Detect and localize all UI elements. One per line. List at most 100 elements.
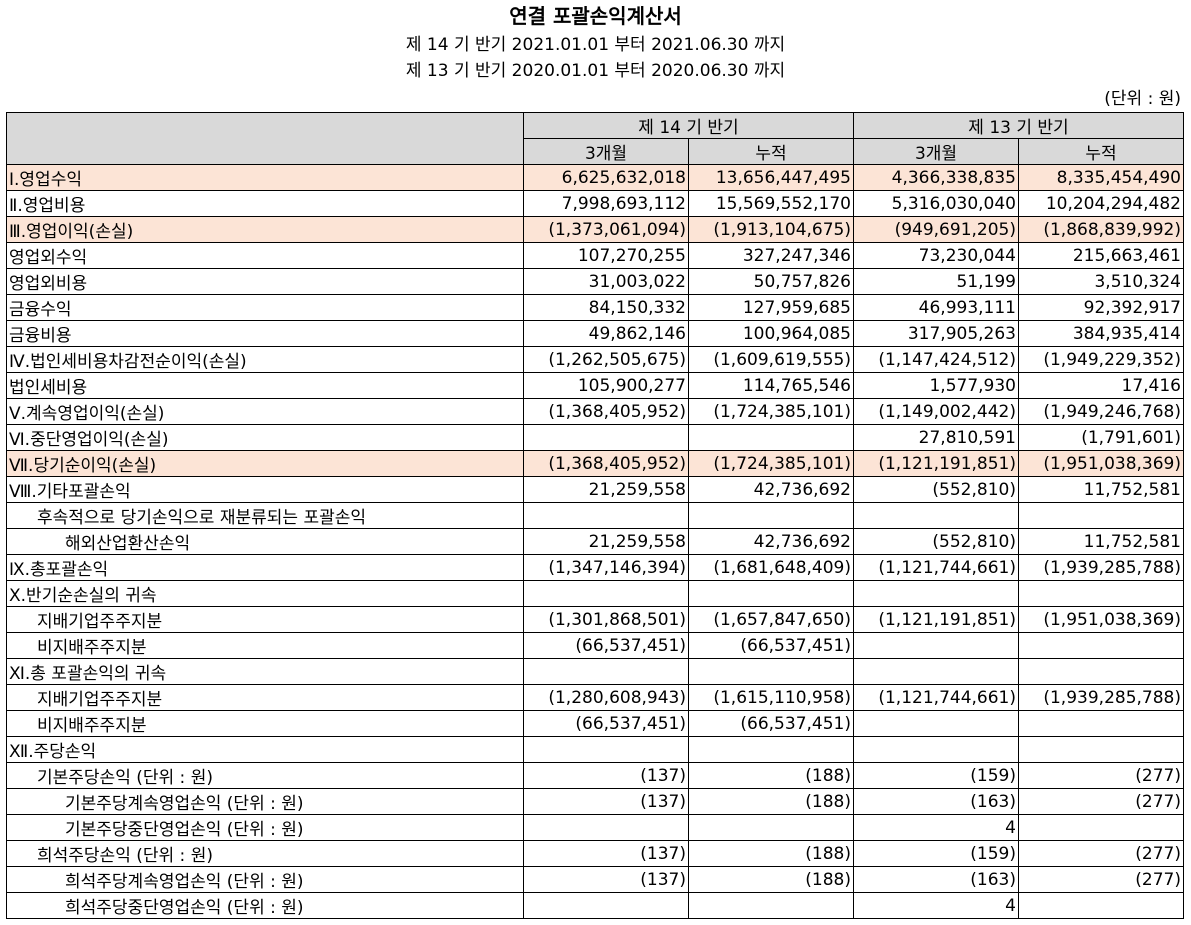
- income-statement-table: 제 14 기 반기 제 13 기 반기 3개월 누적 3개월 누적 Ⅰ.영업수익…: [6, 112, 1184, 919]
- row-value: (1,373,061,094): [523, 216, 689, 243]
- row-value: (1,868,839,992): [1018, 216, 1184, 243]
- row-value: [688, 892, 854, 919]
- row-value: 92,392,917: [1018, 294, 1184, 321]
- row-label: 희석주당중단영업손익 (단위 : 원): [6, 892, 524, 919]
- row-label: Ⅷ.기타포괄손익: [6, 476, 524, 503]
- table-row: 비지배주주지분 (66,537,451) (66,537,451): [6, 632, 1184, 659]
- row-value: (1,949,246,768): [1018, 398, 1184, 425]
- row-value: (1,681,648,409): [688, 554, 854, 581]
- row-value: [853, 736, 1019, 763]
- table-row: 희석주당계속영업손익 (단위 : 원) (137) (188) (163) (277): [6, 866, 1184, 893]
- row-value: 1,577,930: [853, 372, 1019, 399]
- row-value: 4,366,338,835: [853, 164, 1019, 191]
- row-value: (1,913,104,675): [688, 216, 854, 243]
- row-value: [523, 892, 689, 919]
- period-prior: 제 13 기 반기 2020.01.01 부터 2020.06.30 까지: [405, 61, 786, 81]
- row-value: 21,259,558: [523, 528, 689, 555]
- row-value: (159): [853, 840, 1019, 867]
- row-label: Ⅳ.법인세비용차감전순이익(손실): [6, 346, 524, 373]
- row-value: [853, 632, 1019, 659]
- header-group-current: 제 14 기 반기: [523, 112, 854, 139]
- row-value: [523, 658, 689, 685]
- row-value: 73,230,044: [853, 242, 1019, 269]
- row-label: 영업외수익: [6, 242, 524, 269]
- row-value: [688, 814, 854, 841]
- row-label: 영업외비용: [6, 268, 524, 295]
- row-value: (66,537,451): [688, 632, 854, 659]
- row-value: (1,121,191,851): [853, 606, 1019, 633]
- row-value: 84,150,332: [523, 294, 689, 321]
- row-value: [853, 580, 1019, 607]
- row-label: 비지배주주지분: [6, 710, 524, 737]
- row-label: Ⅻ.주당손익: [6, 736, 524, 763]
- row-value: (1,301,868,501): [523, 606, 689, 633]
- row-label: 기본주당계속영업손익 (단위 : 원): [6, 788, 524, 815]
- row-value: 327,247,346: [688, 242, 854, 269]
- row-value: 13,656,447,495: [688, 164, 854, 191]
- row-value: [688, 580, 854, 607]
- table-row: Ⅰ.영업수익 6,625,632,018 13,656,447,495 4,366,3…: [6, 164, 1184, 191]
- row-value: (277): [1018, 866, 1184, 893]
- row-value: (1,121,744,661): [853, 684, 1019, 711]
- row-label: 비지배주주지분: [6, 632, 524, 659]
- table-row: Ⅳ.법인세비용차감전순이익(손실) (1,262,505,675) (1,609,6…: [6, 346, 1184, 373]
- row-value: [1018, 892, 1184, 919]
- table-row: 금융비용 49,862,146 100,964,085 317,905,263 384,…: [6, 320, 1184, 347]
- row-value: (1,347,146,394): [523, 554, 689, 581]
- row-value: [1018, 580, 1184, 607]
- row-value: (66,537,451): [688, 710, 854, 737]
- table-row: 지배기업주주지분 (1,301,868,501) (1,657,847,650) (1…: [6, 606, 1184, 633]
- row-value: 317,905,263: [853, 320, 1019, 347]
- row-value: (163): [853, 788, 1019, 815]
- row-value: 11,752,581: [1018, 528, 1184, 555]
- row-value: (188): [688, 866, 854, 893]
- row-value: (1,724,385,101): [688, 398, 854, 425]
- row-label: Ⅲ.영업이익(손실): [6, 216, 524, 243]
- row-value: [688, 658, 854, 685]
- row-value: 17,416: [1018, 372, 1184, 399]
- row-value: 105,900,277: [523, 372, 689, 399]
- row-value: 114,765,546: [688, 372, 854, 399]
- row-value: (1,724,385,101): [688, 450, 854, 477]
- table-row: 희석주당중단영업손익 (단위 : 원) 4: [6, 892, 1184, 919]
- row-label: 기본주당손익 (단위 : 원): [6, 762, 524, 789]
- row-value: 215,663,461: [1018, 242, 1184, 269]
- row-label: 기본주당중단영업손익 (단위 : 원): [6, 814, 524, 841]
- table-row: 영업외수익 107,270,255 327,247,346 73,230,044 215…: [6, 242, 1184, 269]
- row-value: 6,625,632,018: [523, 164, 689, 191]
- table-row: Ⅷ.기타포괄손익 21,259,558 42,736,692 (552,810) 11,…: [6, 476, 1184, 503]
- unit-label: (단위 : 원): [1104, 89, 1181, 109]
- row-value: [688, 736, 854, 763]
- row-label: 희석주당계속영업손익 (단위 : 원): [6, 866, 524, 893]
- table-row: Ⅶ.당기순이익(손실) (1,368,405,952) (1,724,385,101…: [6, 450, 1184, 477]
- row-value: 8,335,454,490: [1018, 164, 1184, 191]
- row-value: [1018, 814, 1184, 841]
- row-label: Ⅹ.반기순손실의 귀속: [6, 580, 524, 607]
- row-value: 21,259,558: [523, 476, 689, 503]
- row-value: (949,691,205): [853, 216, 1019, 243]
- row-value: (1,262,505,675): [523, 346, 689, 373]
- row-value: [1018, 632, 1184, 659]
- row-value: (277): [1018, 762, 1184, 789]
- row-value: (1,657,847,650): [688, 606, 854, 633]
- row-value: [688, 502, 854, 529]
- row-value: 51,199: [853, 268, 1019, 295]
- row-value: (1,939,285,788): [1018, 554, 1184, 581]
- row-value: 10,204,294,482: [1018, 190, 1184, 217]
- row-value: (1,939,285,788): [1018, 684, 1184, 711]
- table-row: Ⅸ.총포괄손익 (1,347,146,394) (1,681,648,409) (1,…: [6, 554, 1184, 581]
- row-value: (1,368,405,952): [523, 450, 689, 477]
- table-row: 후속적으로 당기손익으로 재분류되는 포괄손익: [6, 502, 1184, 529]
- row-value: 42,736,692: [688, 528, 854, 555]
- row-label: 법인세비용: [6, 372, 524, 399]
- row-value: [1018, 736, 1184, 763]
- row-value: (277): [1018, 788, 1184, 815]
- table-row: 기본주당계속영업손익 (단위 : 원) (137) (188) (163) (277): [6, 788, 1184, 815]
- statement-title: 연결 포괄손익계산서: [509, 4, 682, 28]
- row-value: 384,935,414: [1018, 320, 1184, 347]
- row-label: Ⅱ.영업비용: [6, 190, 524, 217]
- row-value: (137): [523, 788, 689, 815]
- row-value: 100,964,085: [688, 320, 854, 347]
- row-value: (1,147,424,512): [853, 346, 1019, 373]
- row-value: (1,791,601): [1018, 424, 1184, 451]
